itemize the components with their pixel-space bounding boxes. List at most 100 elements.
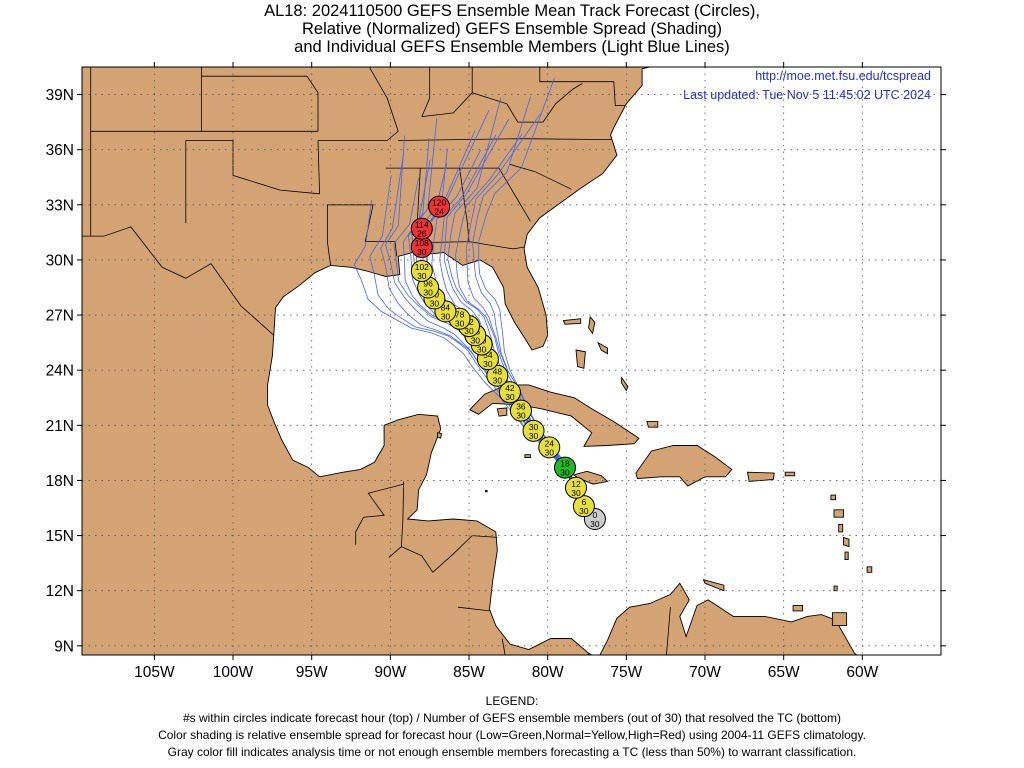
political-borders (82, 67, 671, 655)
us-state-ok-tx (185, 140, 320, 195)
us-mexico-border (82, 226, 275, 336)
forecast-hour-label: 24 (545, 438, 555, 448)
last-updated-text: Last updated: Tue Nov 5 11:45:02 UTC 202… (683, 88, 931, 102)
lat-tick-label: 39N (46, 87, 74, 104)
grenada-island (833, 585, 838, 592)
source-url[interactable]: http://moe.met.fsu.edu/tcspread (755, 69, 931, 83)
forecast-hour-label: 102 (415, 262, 429, 272)
forecast-hour-label: 84 (441, 302, 451, 312)
us-state-il-in (421, 67, 431, 117)
legend-line-2: Color shading is relative ensemble sprea… (158, 728, 866, 742)
lon-tick-label: 85W (453, 664, 485, 681)
lat-lon-grid (82, 67, 941, 655)
us-state-ga-fl (468, 241, 525, 250)
swan-islands (485, 490, 488, 493)
belize-guatemala-border (402, 481, 405, 520)
chart-title-line-3: and Individual GEFS Ensemble Members (Li… (294, 38, 730, 56)
eleuthera-island (597, 341, 608, 355)
chart-title-line-1: AL18: 2024110500 GEFS Ensemble Mean Trac… (264, 2, 760, 20)
lon-tick-label: 90W (374, 664, 406, 681)
forecast-circle (565, 476, 588, 499)
us-state-ga-sc-nc (480, 167, 531, 222)
forecast-circle (428, 195, 451, 218)
chart-title-line-2: Relative (Normalized) GEFS Ensemble Spre… (301, 20, 722, 38)
trinidad-island (831, 612, 848, 627)
member-count-label: 26 (417, 229, 427, 239)
forecast-circle (498, 381, 521, 404)
virgin-islands (784, 471, 796, 477)
lat-tick-label: 18N (46, 473, 74, 490)
forecast-hour-label: 96 (423, 279, 433, 289)
member-count-label: 30 (430, 299, 440, 309)
lat-tick-label: 33N (46, 197, 74, 214)
cayman-islands (524, 454, 531, 458)
lon-tick-label: 60W (846, 664, 878, 681)
lat-tick-label: 30N (46, 252, 74, 269)
us-state-tn-ky (398, 138, 521, 141)
forecast-circle (509, 399, 532, 422)
member-count-label: 30 (464, 326, 474, 336)
us-state-co-nm (90, 67, 202, 132)
ensemble-track-line (369, 175, 596, 520)
st-lucia-island (844, 551, 849, 560)
lat-tick-label: 24N (46, 363, 74, 380)
long-island-bahamas (621, 376, 629, 392)
nicaragua-costa-rica-border (457, 606, 490, 612)
us-state-oh-pa (539, 67, 614, 83)
member-count-label: 30 (516, 411, 526, 421)
mexico-guatemala-border (355, 483, 404, 545)
lat-tick-label: 15N (46, 528, 74, 545)
forecast-hour-label: 36 (516, 402, 526, 412)
panama-colombia-border (587, 653, 589, 655)
costa-rica-panama-border (501, 638, 506, 655)
us-state-la-ar-ms (327, 204, 398, 257)
legend-line-3: Gray color fill indicates analysis time … (167, 745, 857, 759)
forecast-hour-label: 12 (571, 479, 581, 489)
cozumel-island (437, 432, 443, 439)
member-count-label: 30 (441, 311, 451, 321)
lat-tick-label: 9N (54, 638, 74, 655)
member-count-label: 30 (560, 468, 570, 478)
forecast-circle (522, 419, 545, 442)
us-state-ok-east (317, 140, 320, 194)
ensemble-track-line (455, 133, 596, 520)
forecast-circle (410, 259, 433, 282)
puerto-rico-island (746, 471, 775, 482)
inagua-island (646, 421, 659, 428)
latitude-labels: 39N 36N 33N 30N 27N 24N 21N 18N 15N 12N 9N (46, 87, 74, 655)
lon-tick-label: 65W (768, 664, 800, 681)
aruba-curacao (702, 579, 725, 592)
martinique-island (843, 536, 850, 548)
map-frame (81, 66, 942, 656)
member-count-label: 30 (483, 359, 493, 369)
forecast-hour-label: 0 (593, 510, 598, 520)
lon-tick-label: 95W (296, 664, 328, 681)
us-state-tx-la (327, 204, 331, 266)
forecast-hour-label: 48 (493, 367, 503, 377)
margarita-island (792, 604, 804, 612)
track-forecast-map: 0306301230183024303030363042304830543060… (46, 62, 946, 681)
hispaniola-island (635, 445, 733, 487)
lon-tick-label: 100W (213, 664, 254, 681)
forecast-hour-label: 18 (560, 459, 570, 469)
north-america-land (82, 67, 941, 655)
us-state-mo-east (368, 67, 399, 141)
forecast-circle (410, 217, 433, 240)
isle-of-youth (496, 407, 508, 417)
member-count-label: 30 (545, 447, 555, 457)
member-count-label: 30 (455, 319, 465, 329)
member-count-label: 24 (434, 207, 444, 217)
member-count-label: 30 (493, 376, 503, 386)
us-state-nc-sc (509, 164, 572, 190)
member-count-label: 30 (417, 247, 427, 257)
